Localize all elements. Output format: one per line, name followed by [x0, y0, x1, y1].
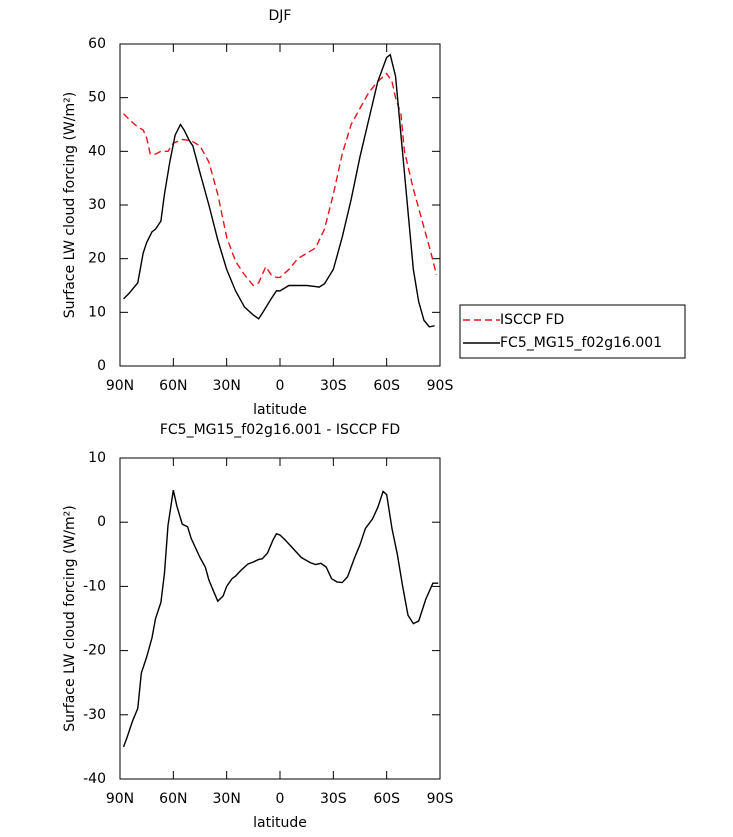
chart-title: FC5_MG15_f02g16.001 - ISCCP FD — [160, 422, 400, 438]
y-tick-label: 0 — [97, 358, 106, 374]
x-tick-label: 90N — [106, 378, 134, 394]
x-tick-label: 30S — [320, 791, 347, 807]
y-tick-label: -30 — [83, 707, 106, 723]
legend-box — [459, 304, 686, 359]
y-tick-label: -20 — [83, 643, 106, 659]
data-line — [122, 489, 439, 748]
x-tick-label: 30N — [213, 791, 241, 807]
y-tick-label: 20 — [88, 251, 106, 267]
plot-frame — [119, 43, 441, 367]
data-line — [123, 53, 435, 328]
y-tick-label: 30 — [88, 197, 106, 213]
x-axis-label: latitude — [253, 815, 307, 831]
x-tick-label: 30S — [320, 378, 347, 394]
x-axis-label: latitude — [253, 402, 307, 418]
y-axis-label: Surface LW cloud forcing (W/m²) — [62, 505, 78, 731]
x-tick-label: 30N — [213, 378, 241, 394]
plot-frame — [119, 457, 441, 780]
y-tick-label: 10 — [88, 304, 106, 320]
y-tick-label: -10 — [83, 578, 106, 594]
y-tick-label: 10 — [88, 450, 106, 466]
y-tick-label: 40 — [88, 143, 106, 159]
x-tick-label: 0 — [276, 791, 285, 807]
x-tick-label: 60N — [159, 791, 187, 807]
x-tick-label: 60S — [373, 791, 400, 807]
x-tick-label: 90S — [427, 378, 454, 394]
y-tick-label: 60 — [88, 36, 106, 52]
y-axis-label: Surface LW cloud forcing (W/m²) — [62, 92, 78, 318]
legend-label: FC5_MG15_f02g16.001 — [500, 335, 662, 351]
legend-label: ISCCP FD — [500, 312, 564, 328]
y-tick-label: -40 — [83, 771, 106, 787]
data-line — [123, 72, 438, 287]
x-tick-label: 0 — [276, 378, 285, 394]
y-tick-label: 0 — [97, 514, 106, 530]
x-tick-label: 60S — [373, 378, 400, 394]
x-tick-label: 60N — [159, 378, 187, 394]
x-tick-label: 90N — [106, 791, 134, 807]
y-tick-label: 50 — [88, 90, 106, 106]
x-tick-label: 90S — [427, 791, 454, 807]
chart-title: DJF — [269, 8, 292, 24]
